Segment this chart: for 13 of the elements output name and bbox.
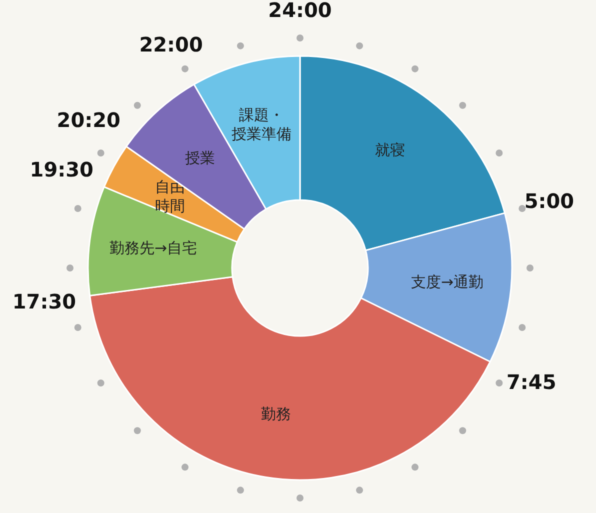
slice-label: 課題・授業準備	[230, 106, 293, 144]
text: 7:45	[506, 370, 556, 394]
slice-label: 勤務	[260, 404, 291, 424]
text: 24:00	[268, 0, 332, 22]
text: 17:30	[12, 290, 76, 314]
slice-label: 支度→通勤	[410, 272, 484, 292]
text: 22:00	[139, 32, 203, 57]
slice-label: 勤務先→自宅	[109, 239, 198, 258]
text: 20:20	[56, 108, 120, 132]
text: 19:30	[30, 157, 94, 182]
slice-label: 就寝	[375, 141, 406, 160]
text: 5:00	[524, 189, 574, 214]
slice-label: 授業	[185, 149, 216, 168]
